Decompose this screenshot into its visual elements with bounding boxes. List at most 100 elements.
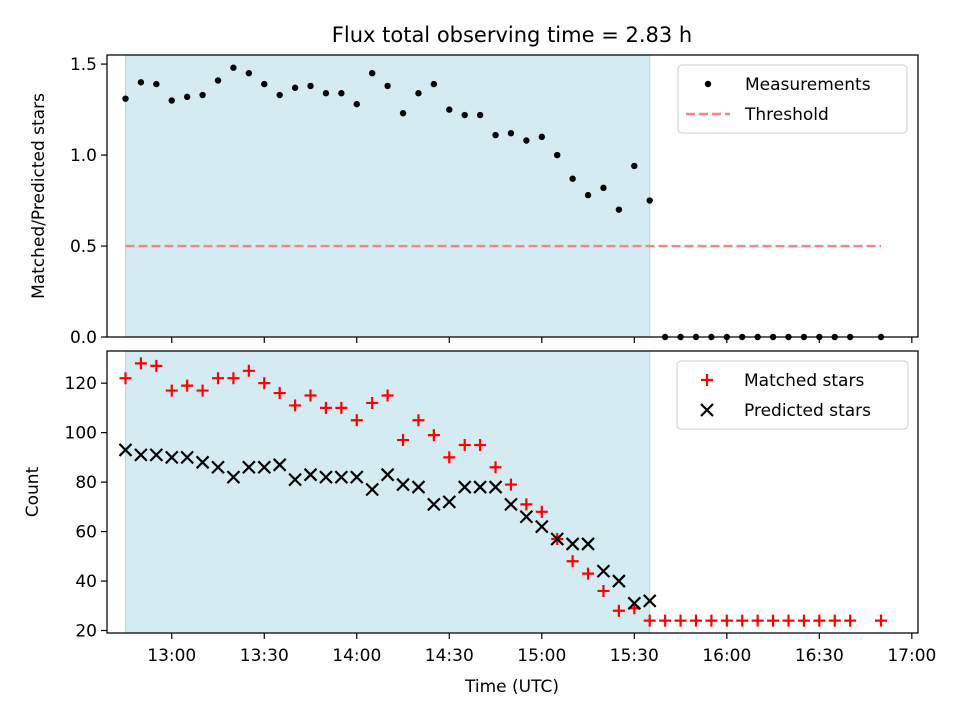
predicted-point [427,497,441,512]
matched-point [242,364,255,377]
matched-point [797,614,810,627]
matched-point [535,505,548,518]
matched-point [705,614,718,627]
measurement-point [399,110,407,117]
predicted-point [288,472,302,487]
measurement-point [446,106,453,113]
measurement-point [507,130,515,137]
count-x-axis: 13:00 13:30 14:00 14:30 15:00 15:30 16:00 16:30… [147,633,936,666]
measurement-point [245,69,253,77]
measurement-point [122,95,129,102]
predicted-point [272,458,287,472]
matched-point [443,451,456,464]
observing-span [125,54,651,338]
matched-point [782,614,795,627]
matched-point [412,414,425,427]
matched-point [566,555,579,568]
predicted-point [257,460,272,475]
predicted-point [380,467,395,482]
predicted-point [242,460,256,475]
x-axis-label: Time (UTC) [464,677,559,697]
matched-point [273,387,286,400]
predicted-point [596,564,611,578]
matched-point [474,439,487,451]
matched-point [381,389,394,402]
x-tick-label: 16:00 [702,646,751,666]
y-tick-label: 40 [75,572,97,592]
matched-point [489,461,502,474]
matched-point [659,614,672,627]
measurement-point [538,133,545,141]
matched-point [350,414,363,427]
matched-point [150,359,163,372]
predicted-point [612,574,626,588]
measurement-point [338,90,345,97]
measurement-point [291,84,299,91]
matched-point [582,567,595,580]
x-tick-label: 13:00 [147,646,196,666]
matched-point [520,498,533,511]
matched-point [304,389,317,402]
count-y-label: Count [23,466,43,517]
measurement-point [230,64,237,71]
matched-point [612,604,625,617]
measurement-point [168,97,175,104]
predicted-point [226,470,241,484]
matched-point [227,372,240,385]
matched-point [643,614,656,627]
x-tick-label: 14:00 [332,646,381,666]
predicted-point [550,532,564,546]
measurement-point [584,191,592,199]
matched-point [597,584,610,597]
matched-point [335,401,348,414]
predicted-point [319,470,333,484]
matched-point [844,614,857,627]
count-frame [106,350,919,634]
measurement-point [415,90,422,97]
measurement-point [492,131,499,139]
x-tick-label: 16:30 [795,646,844,666]
matched-point [458,439,471,451]
y-tick-label: 120 [65,374,97,394]
matched-point [181,379,194,392]
matched-point [504,478,517,491]
x-tick-label: 17:00 [887,646,936,666]
y-tick-label: 80 [75,473,97,493]
predicted-point [504,497,518,512]
predicted-point [334,470,349,484]
legend-label: Matched stars [744,371,864,391]
predicted-point [488,480,503,494]
legend-handle [700,403,714,417]
measurement-point [276,91,283,99]
legend-box [677,64,908,134]
count-panel: 20 40 60 80 100 120 13:00 13:30 14:00 14:30 15:00… [23,350,936,666]
predicted-point [519,509,534,524]
matched-point [674,614,687,627]
matched-point [134,357,147,370]
legend-label: Threshold [744,105,829,125]
matched-point [813,614,826,627]
matched-point [119,372,132,385]
predicted-point [365,482,379,497]
ratio-legend: Measurements Threshold [677,64,908,134]
predicted-point [535,519,549,534]
predicted-point [180,450,194,465]
y-tick-label: 0.5 [70,237,97,257]
chart-title: Flux total observing time = 2.83 h [332,23,692,47]
ratio-y-label: Matched/Predicted stars [29,93,49,299]
measurement-point [384,82,391,90]
ratio-panel: 0.0 0.5 1.0 1.5 Matched/Predicted stars Mea… [29,54,919,348]
matched-point [874,614,887,627]
measurement-point [461,111,468,119]
ratio-y-axis: 0.0 0.5 1.0 1.5 [70,55,107,348]
y-tick-label: 100 [65,424,97,444]
matched-point [720,614,733,627]
matched-point [258,377,271,390]
predicted-point [457,480,472,494]
measurement-point [476,111,484,119]
predicted-point [149,448,164,462]
matched-point [767,614,780,627]
count-legend: Matched stars Predicted stars [676,360,909,430]
matched-point [366,396,379,409]
